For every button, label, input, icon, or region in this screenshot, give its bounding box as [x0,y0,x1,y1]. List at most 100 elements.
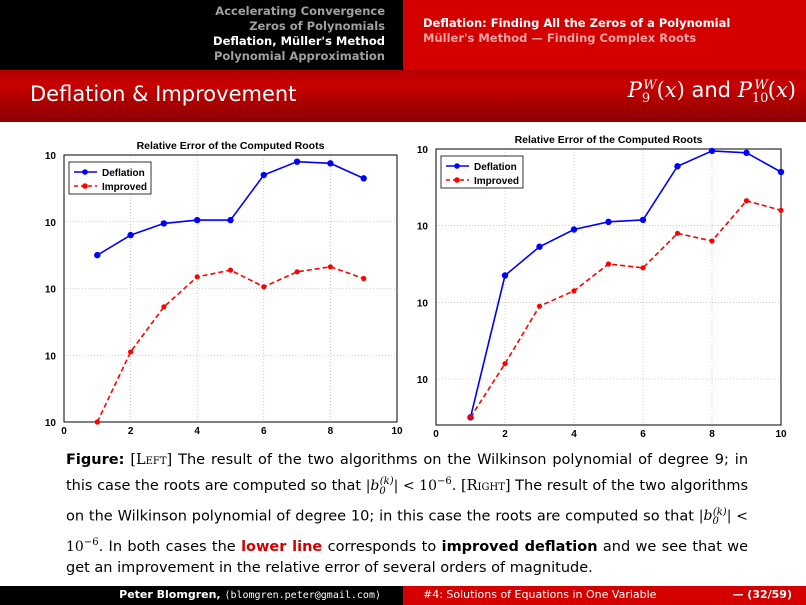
data-point-deflation [327,160,334,167]
nav-item-deflation-finding-zeros[interactable]: Deflation: Finding All the Zeros of a Po… [423,16,731,30]
data-point-improved [640,265,646,271]
chart-left: Relative Error of the Computed Roots 0 2 4 6… [45,140,403,437]
data-point-improved [294,269,300,275]
data-point-improved [674,230,681,236]
footer-left: Peter Blomgren, ⟨blomgren.peter@gmail.co… [0,586,403,605]
x-tick-label: 6 [261,426,267,437]
caption-text-1: The result of the two algorithms on the … [66,452,749,494]
data-point-deflation [743,149,750,157]
data-point-deflation [293,158,301,165]
legend-label: Improved [474,176,519,187]
legend-label: Deflation [102,168,145,179]
nav-item-deflation-mullers-method[interactable]: Deflation, Müller's Method [213,34,385,48]
data-point-deflation [260,171,267,179]
legend-marker [82,169,88,175]
caption-text-3: . In both cases the [98,538,236,555]
data-point-improved [502,361,508,367]
y-tick-label: 10 [417,375,429,386]
y-tick-label: 10 [45,351,57,362]
data-point-improved [94,419,100,425]
header-left: Accelerating Convergence Zeros of Polyno… [0,0,403,70]
y-tick-label: 10 [45,218,57,229]
data-point-improved [605,261,612,267]
data-point-improved [467,414,474,420]
plot-frame [435,148,782,426]
legend-marker [454,163,460,169]
caption-math-1: |b0(k)| [365,476,399,497]
nav-item-mullers-method[interactable]: Müller's Method — Finding Complex Roots [423,31,697,45]
legend-box [68,161,152,195]
data-point-deflation [777,168,785,176]
y-tick-label: 10 [417,298,429,309]
caption-exp-1: −6 [437,476,452,487]
slide-title-formula: P9W(x) and P10W(x) [627,78,796,107]
data-point-deflation [160,220,168,227]
slide-title-bar: Deflation & Improvement P9W(x) and P10W(… [0,70,806,122]
caption-text-5: and we see that we get an improvement in… [66,538,749,576]
y-tick-label: 10 [417,222,429,233]
section-nav: Accelerating Convergence Zeros of Polyno… [213,4,385,64]
caption-improved-deflation: improved deflation [441,538,598,555]
data-point-deflation [194,216,201,224]
data-point-improved [536,303,543,309]
data-point-improved [778,207,784,213]
data-point-deflation [360,175,367,182]
header-right: Deflation: Finding All the Zeros of a Po… [403,0,806,70]
data-point-improved [194,274,200,280]
data-point-deflation [570,226,578,233]
footer-author-name: Peter Blomgren, [119,588,221,601]
x-tick-label: 6 [640,429,646,440]
footer-right: #4: Solutions of Equations in One Variab… [403,586,806,605]
legend-label: Improved [102,182,147,193]
caption-ineq-1: < 10 [402,477,437,494]
data-point-deflation [94,251,101,259]
data-point-deflation [501,272,509,279]
data-point-deflation [674,163,681,170]
nav-item-polynomial-approximation[interactable]: Polynomial Approximation [213,49,385,63]
y-tick-label: 10 [45,418,57,429]
series-line-improved [469,199,782,418]
x-tick-label: 4 [194,426,200,437]
plot-frame [63,154,398,423]
chart-right: Relative Error of the Computed Roots 0 2 4 6… [417,134,787,440]
data-point-deflation [127,231,134,239]
data-point-improved [361,275,367,282]
nav-item-zeros-of-polynomials[interactable]: Zeros of Polynomials [249,19,385,33]
x-tick-label: 0 [433,429,439,440]
caption-text-4: corresponds to [327,538,437,555]
data-point-improved [327,264,333,270]
caption-exp-2: −6 [83,537,99,549]
data-point-improved [261,284,267,290]
caption-ineq-2: < 10 [66,508,748,555]
caption-label: Figure: [66,452,125,468]
caption-text-2: The result of the two algorithms on the … [66,477,748,525]
series-line-deflation [469,150,782,418]
data-point-improved [709,238,715,244]
caption-left-tag: [Left] [130,452,173,468]
caption-math-2: |b0(k)| [698,506,732,528]
data-point-deflation [227,216,234,224]
chart-title: Relative Error of the Computed Roots [515,134,703,146]
footer-author: Peter Blomgren, ⟨blomgren.peter@gmail.co… [119,588,381,601]
footer-section[interactable]: #4: Solutions of Equations in One Variab… [423,588,657,601]
x-tick-label: 2 [128,426,134,437]
x-tick-label: 2 [502,429,508,440]
data-point-improved [128,349,134,355]
chart-title: Relative Error of the Computed Roots [137,140,325,152]
data-point-deflation [639,216,647,224]
nav-item-accelerating-convergence[interactable]: Accelerating Convergence [215,4,385,18]
x-tick-label: 10 [775,429,787,440]
legend-box [440,155,524,189]
footer-email[interactable]: ⟨blomgren.peter@gmail.com⟩ [224,590,381,601]
title-and: and [691,78,731,102]
data-point-improved [227,267,234,273]
series-line-improved [96,265,364,423]
legend-marker [82,183,88,189]
footer-page-number: — (32/59) [732,588,792,601]
legend-label: Deflation [474,162,517,173]
data-point-deflation [605,218,612,226]
y-tick-label: 10 [45,285,57,296]
caption-right-tag: [Right] [460,477,511,494]
slide-title: Deflation & Improvement [30,82,297,106]
figure-caption: Figure: [Left] The result of the two alg… [66,452,749,576]
